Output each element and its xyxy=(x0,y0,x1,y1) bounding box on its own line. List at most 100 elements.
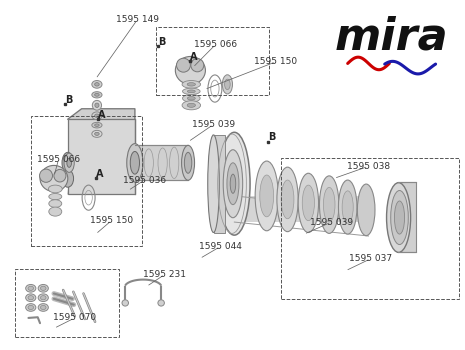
Ellipse shape xyxy=(38,294,48,302)
Ellipse shape xyxy=(187,103,195,107)
Ellipse shape xyxy=(49,200,62,208)
Ellipse shape xyxy=(260,175,274,217)
Ellipse shape xyxy=(62,152,73,173)
Ellipse shape xyxy=(175,56,206,84)
Ellipse shape xyxy=(95,114,99,118)
Ellipse shape xyxy=(302,185,314,220)
Ellipse shape xyxy=(95,83,99,86)
Ellipse shape xyxy=(182,145,194,180)
Ellipse shape xyxy=(62,170,73,187)
Text: 1595 038: 1595 038 xyxy=(347,162,390,171)
Ellipse shape xyxy=(95,103,99,107)
Ellipse shape xyxy=(92,112,102,120)
Ellipse shape xyxy=(281,180,294,219)
Ellipse shape xyxy=(92,122,102,128)
Ellipse shape xyxy=(26,285,36,292)
Ellipse shape xyxy=(92,131,102,137)
Ellipse shape xyxy=(225,79,230,90)
Bar xyxy=(398,182,416,252)
Ellipse shape xyxy=(38,304,48,311)
Polygon shape xyxy=(68,119,135,194)
Ellipse shape xyxy=(223,150,243,218)
Ellipse shape xyxy=(92,100,101,110)
Ellipse shape xyxy=(95,124,99,126)
Text: 1595 044: 1595 044 xyxy=(199,242,242,251)
Text: 1595 149: 1595 149 xyxy=(116,15,159,24)
Ellipse shape xyxy=(183,94,200,102)
Ellipse shape xyxy=(49,207,62,216)
Ellipse shape xyxy=(95,132,99,135)
Text: 1595 070: 1595 070 xyxy=(53,314,96,322)
Ellipse shape xyxy=(391,190,408,245)
Ellipse shape xyxy=(95,93,99,96)
Text: 1595 066: 1595 066 xyxy=(37,155,80,164)
Bar xyxy=(68,119,135,194)
Ellipse shape xyxy=(230,174,236,193)
Bar xyxy=(135,145,188,180)
Ellipse shape xyxy=(319,176,339,233)
Ellipse shape xyxy=(394,201,405,234)
Ellipse shape xyxy=(40,306,46,309)
Ellipse shape xyxy=(38,285,48,292)
Bar xyxy=(31,116,142,246)
Ellipse shape xyxy=(182,101,200,110)
Text: B: B xyxy=(158,37,166,47)
Ellipse shape xyxy=(40,286,46,290)
Ellipse shape xyxy=(182,80,200,88)
Ellipse shape xyxy=(64,153,74,173)
Ellipse shape xyxy=(92,92,102,98)
Text: B: B xyxy=(66,95,73,105)
Ellipse shape xyxy=(358,184,375,236)
Ellipse shape xyxy=(227,163,239,205)
Text: 1595 036: 1595 036 xyxy=(123,176,166,185)
Ellipse shape xyxy=(49,194,62,200)
Text: A: A xyxy=(96,169,103,179)
Text: 1595 039: 1595 039 xyxy=(192,120,235,129)
Ellipse shape xyxy=(219,132,250,235)
Bar xyxy=(14,269,119,337)
Ellipse shape xyxy=(342,191,353,223)
Ellipse shape xyxy=(386,183,411,252)
Ellipse shape xyxy=(127,144,143,182)
Ellipse shape xyxy=(298,173,319,232)
Bar xyxy=(213,135,225,232)
Bar xyxy=(280,158,459,299)
Text: mira: mira xyxy=(335,16,448,59)
Ellipse shape xyxy=(339,180,357,234)
Text: A: A xyxy=(190,52,198,62)
Ellipse shape xyxy=(26,294,36,302)
Polygon shape xyxy=(68,109,135,119)
Text: 1595 231: 1595 231 xyxy=(143,270,186,279)
Ellipse shape xyxy=(92,80,102,88)
Ellipse shape xyxy=(122,300,128,306)
Ellipse shape xyxy=(187,97,195,100)
Ellipse shape xyxy=(323,187,335,222)
Ellipse shape xyxy=(184,152,192,173)
Ellipse shape xyxy=(255,161,278,231)
Ellipse shape xyxy=(208,135,219,232)
Text: B: B xyxy=(268,132,275,142)
Ellipse shape xyxy=(187,90,195,93)
Text: A: A xyxy=(98,110,105,120)
Text: 1595 150: 1595 150 xyxy=(90,216,133,225)
Ellipse shape xyxy=(26,304,36,311)
Ellipse shape xyxy=(177,58,190,72)
Ellipse shape xyxy=(28,306,33,309)
Ellipse shape xyxy=(187,83,195,86)
Ellipse shape xyxy=(48,185,62,193)
Ellipse shape xyxy=(40,296,46,300)
Ellipse shape xyxy=(222,75,232,94)
Ellipse shape xyxy=(54,169,66,182)
Ellipse shape xyxy=(40,169,53,182)
Text: 1595 150: 1595 150 xyxy=(254,57,298,66)
Bar xyxy=(234,196,368,222)
Ellipse shape xyxy=(191,58,204,72)
Text: 1595 066: 1595 066 xyxy=(194,40,238,49)
Ellipse shape xyxy=(40,166,68,191)
Ellipse shape xyxy=(28,286,33,290)
Ellipse shape xyxy=(277,167,298,232)
Ellipse shape xyxy=(28,296,33,300)
Ellipse shape xyxy=(130,152,140,174)
Bar xyxy=(156,27,269,95)
Text: 1595 039: 1595 039 xyxy=(310,218,353,226)
